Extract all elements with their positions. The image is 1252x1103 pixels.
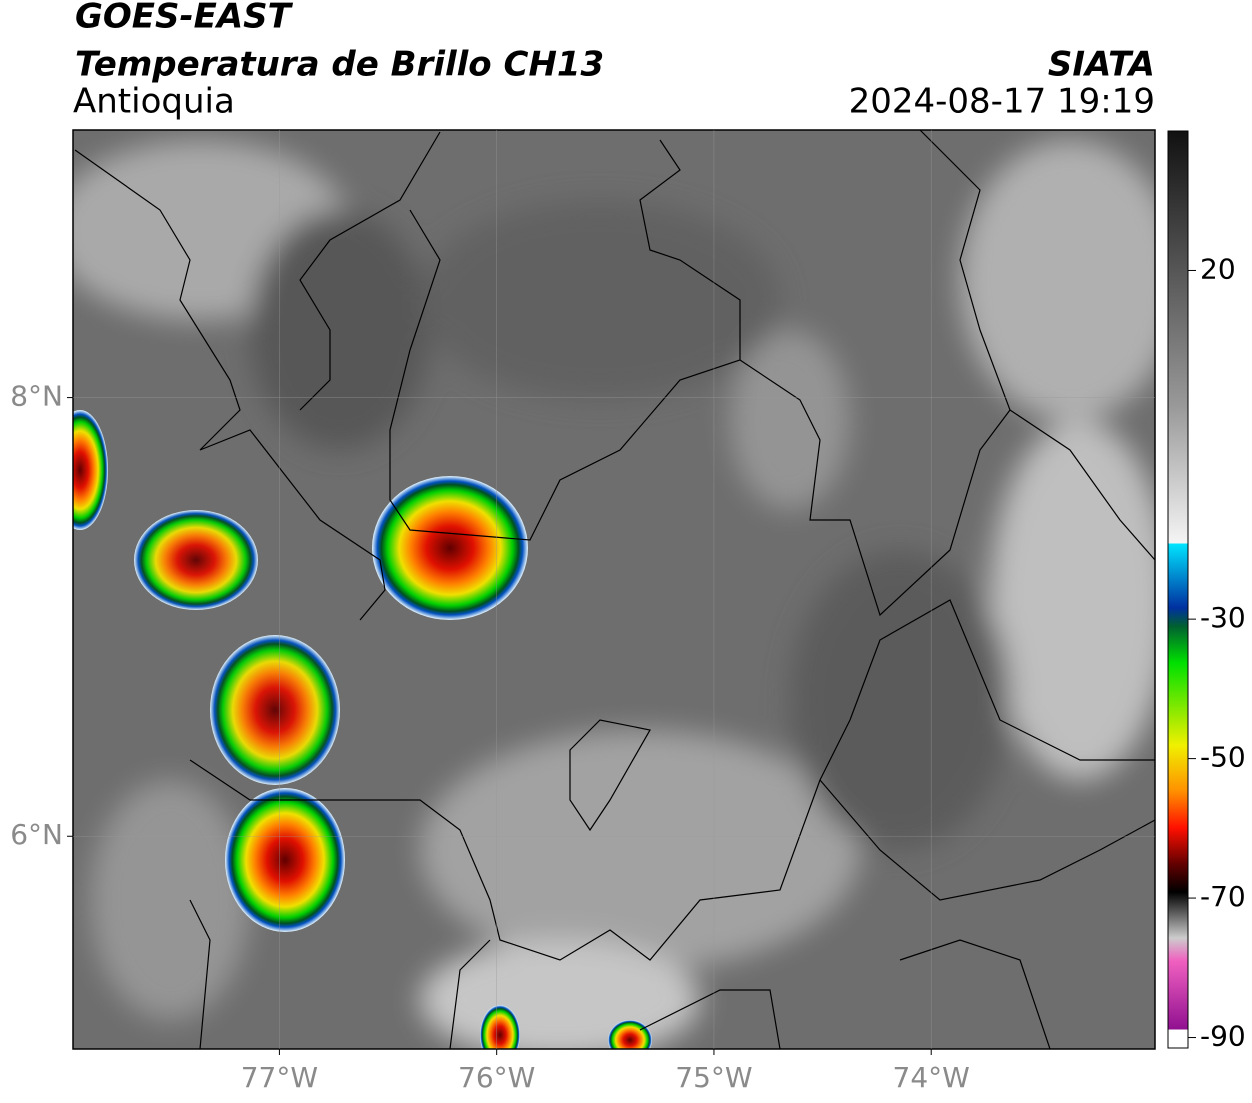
map-frame — [72, 129, 1156, 1050]
colorbar — [1167, 130, 1189, 1049]
colorbar-tick-label: -70 — [1200, 880, 1246, 913]
colorbar-tick-label: -50 — [1200, 741, 1246, 774]
lat-tick-label: 6°N — [10, 818, 63, 851]
subtitle: Temperatura de Brillo CH13 — [75, 45, 604, 85]
colorbar-tick-label: -90 — [1200, 1020, 1246, 1053]
map-image — [73, 130, 1155, 1049]
lon-tick-label: 77°W — [241, 1061, 318, 1094]
lon-tick-label: 76°W — [458, 1061, 535, 1094]
colorbar-tick-label: 20 — [1200, 252, 1236, 285]
title: GOES-EAST — [75, 0, 294, 37]
datetime: 2024-08-17 19:19 — [849, 82, 1155, 122]
colorbar-tick-label: -30 — [1200, 601, 1246, 634]
source: SIATA — [1048, 45, 1155, 85]
lon-tick-label: 74°W — [893, 1061, 970, 1094]
lon-tick-label: 75°W — [675, 1061, 752, 1094]
lat-tick-label: 8°N — [10, 380, 63, 413]
region: Antioquia — [73, 82, 235, 122]
